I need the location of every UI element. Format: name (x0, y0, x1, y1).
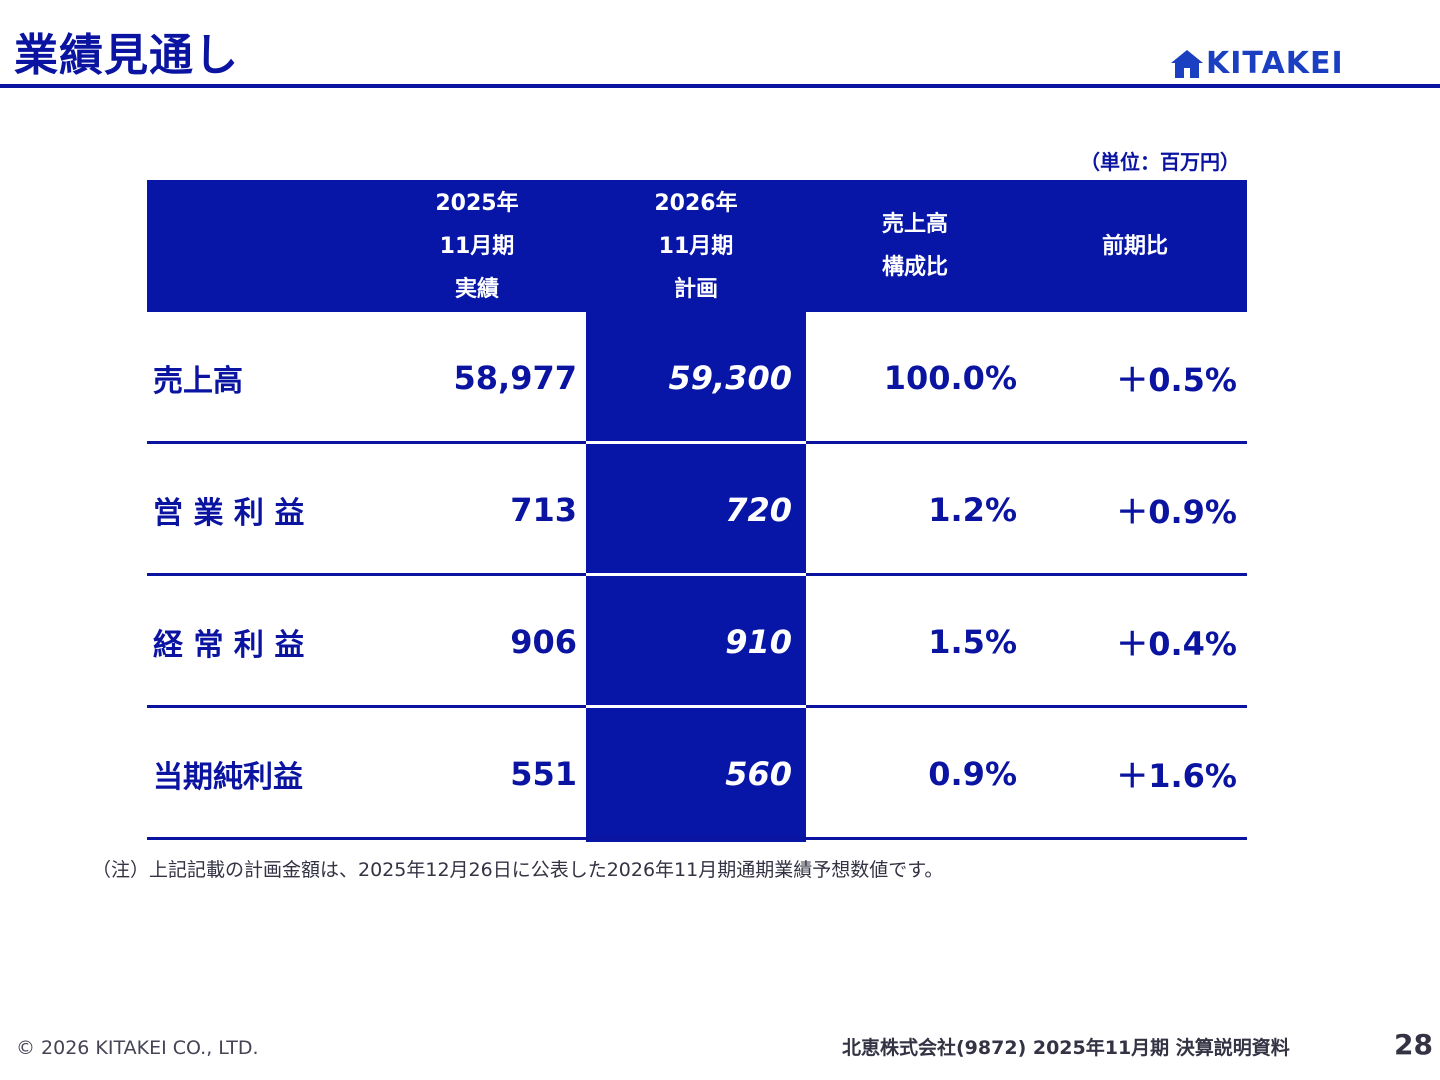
column-header-ratio: 売上高 構成比 (881, 212, 948, 280)
actual-value: 551 (510, 755, 577, 793)
row-label: 経 常 利 益 (153, 628, 305, 663)
page-title: 業績見通し (14, 30, 239, 81)
plan-value: 59,300 (668, 359, 792, 397)
column-header-actual: 2025年 11月期 実績 (435, 190, 519, 302)
plan-value: 720 (725, 491, 792, 529)
company-logo: KITAKEI (1170, 46, 1344, 82)
ratio-value: 100.0% (883, 359, 1017, 397)
table-row: 営 業 利 益 713 720 1.2% ＋0.9% (147, 444, 1247, 576)
actual-value: 58,977 (453, 359, 577, 397)
ratio-value: 0.9% (928, 755, 1017, 793)
yoy-value: ＋0.5% (1116, 361, 1237, 399)
plan-row-gap (586, 573, 806, 576)
copyright: © 2026 KITAKEI CO., LTD. (16, 1037, 259, 1059)
ratio-value: 1.2% (928, 491, 1017, 529)
yoy-value: ＋1.6% (1116, 757, 1237, 795)
footnote: （注）上記記載の計画金額は、2025年12月26日に公表した2026年11月期通… (92, 859, 944, 881)
row-label: 当期純利益 (153, 760, 303, 795)
table-row: 売上高 58,977 59,300 100.0% ＋0.5% (147, 312, 1247, 444)
actual-value: 906 (510, 623, 577, 661)
plan-value: 560 (725, 755, 792, 793)
table-header: 2025年 11月期 実績 2026年 11月期 計画 売上高 構成比 前期比 (147, 180, 1247, 312)
forecast-table: 2025年 11月期 実績 2026年 11月期 計画 売上高 構成比 前期比 … (147, 180, 1247, 842)
document-title: 北恵株式会社(9872) 2025年11月期 決算説明資料 (842, 1037, 1290, 1059)
column-header-plan: 2026年 11月期 計画 (654, 190, 738, 302)
table-row: 経 常 利 益 906 910 1.5% ＋0.4% (147, 576, 1247, 708)
row-label: 営 業 利 益 (153, 496, 305, 531)
table-row: 当期純利益 551 560 0.9% ＋1.6% (147, 708, 1247, 840)
house-icon (1170, 49, 1204, 79)
unit-label: （単位：百万円） (1080, 150, 1240, 174)
header-divider (0, 84, 1440, 88)
row-divider (147, 837, 1247, 840)
yoy-value: ＋0.9% (1116, 493, 1237, 531)
yoy-value: ＋0.4% (1116, 625, 1237, 663)
column-header-yoy: 前期比 (1101, 233, 1168, 259)
logo-text: KITAKEI (1206, 46, 1344, 81)
plan-row-gap (586, 705, 806, 708)
plan-column-highlight (586, 312, 806, 842)
plan-value: 910 (725, 623, 792, 661)
page-number: 28 (1394, 1028, 1433, 1061)
actual-value: 713 (510, 491, 577, 529)
plan-row-gap (586, 441, 806, 444)
ratio-value: 1.5% (928, 623, 1017, 661)
row-label: 売上高 (153, 364, 243, 399)
